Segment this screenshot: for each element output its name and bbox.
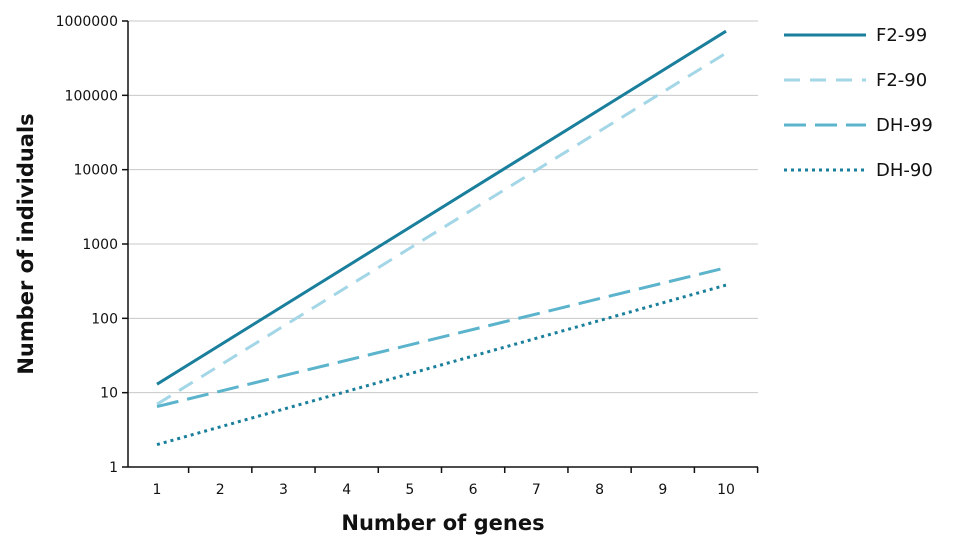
y-tick-label: 100 <box>91 311 118 327</box>
legend-label-dh-90: DH-90 <box>876 160 933 181</box>
x-tick-label: 10 <box>717 482 735 498</box>
y-tick-label: 100000 <box>65 88 118 104</box>
x-tick-label: 1 <box>153 482 162 498</box>
legend-label-f2-99: F2-99 <box>876 25 927 46</box>
x-tick-label: 9 <box>658 482 667 498</box>
series-line-dh-99 <box>156 266 727 409</box>
x-axis-title: Number of genes <box>341 511 544 535</box>
legend-label-dh-99: DH-99 <box>876 115 933 136</box>
x-tick-label: 2 <box>216 482 225 498</box>
y-tick-label: 1000 <box>82 237 118 253</box>
legend: F2-99 F2-90 DH-99 DH-90 <box>784 25 933 181</box>
series-line-dh-90 <box>156 283 727 447</box>
y-tick-label: 10000 <box>73 163 118 179</box>
series-line-f2-90 <box>156 51 727 406</box>
y-tick-label: 1 <box>109 460 118 476</box>
series-lines <box>156 29 727 447</box>
y-axis-title: Number of individuals <box>14 113 38 374</box>
x-tick-label: 8 <box>595 482 604 498</box>
axes <box>122 20 759 473</box>
tick-labels: 1 10 100 1000 10000 100000 1000000 1 2 3 4 5 6 7 8 9 10 <box>56 14 735 498</box>
legend-label-f2-90: F2-90 <box>876 70 927 91</box>
x-tick-label: 6 <box>469 482 478 498</box>
series-line-f2-99 <box>156 29 727 386</box>
x-tick-label: 5 <box>405 482 414 498</box>
y-tick-label: 10 <box>100 386 118 402</box>
x-tick-label: 4 <box>342 482 351 498</box>
x-tick-label: 7 <box>532 482 541 498</box>
x-tick-label: 3 <box>279 482 288 498</box>
grid-lines <box>128 20 758 394</box>
y-tick-label: 1000000 <box>56 14 118 30</box>
